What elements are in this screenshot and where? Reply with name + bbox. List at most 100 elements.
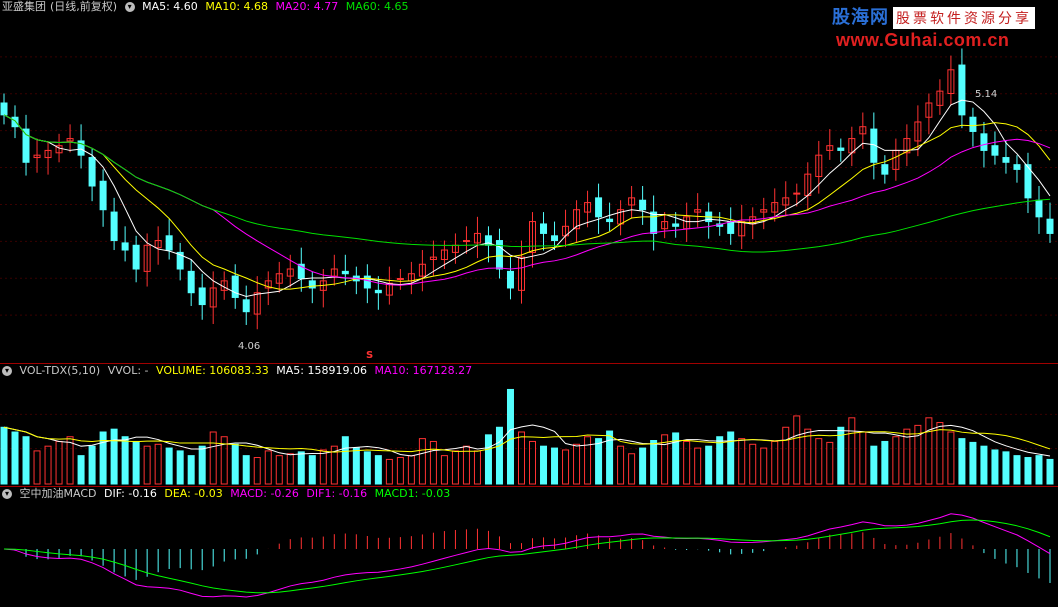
volume-bar — [903, 428, 911, 485]
candle-down — [176, 251, 184, 270]
volume-bar — [440, 455, 448, 485]
candle-up — [33, 154, 41, 159]
volume-bar — [991, 449, 999, 485]
volume-bar — [341, 436, 349, 485]
macd1-readout: MACD1: -0.03 — [374, 487, 451, 500]
volume-bar — [220, 436, 228, 485]
candle-down — [551, 235, 559, 242]
candle-up — [584, 202, 592, 213]
volume-bar — [495, 426, 503, 485]
candle-down — [11, 116, 19, 128]
candle-down — [132, 244, 140, 270]
volume-bar — [947, 431, 955, 485]
ma10-line — [3, 114, 1051, 290]
volume-bar — [286, 453, 294, 485]
volume-bar — [881, 440, 889, 485]
volume-bar — [11, 431, 19, 485]
candle-down — [980, 133, 988, 151]
watermark-tagline: 股票软件资源分享 — [893, 7, 1035, 29]
vvol-readout: VVOL: - — [107, 364, 149, 377]
candle-down — [1013, 164, 1021, 170]
volume-readout: VOLUME: 106083.33 — [156, 364, 269, 377]
ma20-readout: MA20: 4.77 — [275, 0, 339, 13]
volume-bar — [914, 424, 922, 485]
volume-bar — [418, 438, 426, 485]
macd-readout: MACD: -0.26 — [230, 487, 299, 500]
volume-bar — [837, 426, 845, 485]
candle-up — [264, 280, 272, 289]
volume-bar — [231, 443, 239, 485]
volume-bar — [121, 436, 129, 485]
candle-up — [771, 202, 779, 213]
volume-bar — [958, 438, 966, 485]
volume-bar — [55, 440, 63, 485]
candle-down — [363, 275, 371, 289]
candle-up — [154, 240, 162, 249]
candle-down — [121, 242, 129, 251]
candle-down — [540, 223, 548, 234]
price-panel[interactable]: 亚盛集团 (日线,前复权) ▾ MA5: 4.60 MA10: 4.68 MA20… — [0, 0, 1058, 363]
candle-up — [859, 126, 867, 135]
candle-down — [727, 221, 735, 234]
candle-down — [958, 64, 966, 116]
volume-bar — [628, 453, 636, 485]
candlestick-chart[interactable] — [0, 0, 1058, 363]
volume-bar — [1046, 458, 1054, 485]
volume-ma5-line — [3, 424, 1051, 457]
volume-ma10-line — [3, 426, 1051, 453]
macd-chart[interactable] — [0, 487, 1058, 607]
candle-up — [143, 244, 151, 272]
volume-bar — [606, 430, 614, 485]
volume-bar — [595, 438, 603, 485]
volume-chart[interactable] — [0, 364, 1058, 486]
candle-down — [1024, 164, 1032, 199]
candle-up — [936, 90, 944, 106]
stock-name: 亚盛集团 — [2, 0, 46, 13]
candle-up — [517, 256, 525, 291]
settings-circle-icon[interactable]: ▾ — [124, 2, 135, 12]
volume-bar — [385, 458, 393, 485]
candle-down — [341, 270, 349, 275]
volume-bar — [462, 445, 470, 485]
volume-bar — [242, 455, 250, 485]
dif1-readout: DIF1: -0.16 — [306, 487, 368, 500]
watermark-logo: 股海网 — [832, 7, 889, 28]
volume-bar — [297, 451, 305, 485]
volume-bar — [705, 445, 713, 485]
volume-bar — [99, 431, 107, 485]
volume-bar — [66, 436, 74, 485]
candle-up — [66, 138, 74, 142]
volume-bar — [925, 417, 933, 485]
volume-bar — [760, 447, 768, 485]
volume-bar — [551, 447, 559, 485]
volume-bar — [617, 445, 625, 485]
candle-down — [991, 145, 999, 156]
volume-bar — [650, 440, 658, 485]
volume-panel[interactable]: ▾ VOL-TDX(5,10) VVOL: - VOLUME: 106083.3… — [0, 364, 1058, 486]
dea-readout: DEA: -0.03 — [164, 487, 223, 500]
candle-up — [44, 149, 52, 159]
volume-bar — [165, 447, 173, 485]
volume-bar — [782, 426, 790, 485]
volume-bar — [562, 449, 570, 485]
settings-circle-icon[interactable]: ▾ — [2, 489, 12, 499]
volume-bar — [1024, 457, 1032, 485]
volume-bar — [0, 426, 8, 485]
volume-bar — [639, 447, 647, 485]
settings-circle-icon[interactable]: ▾ — [2, 366, 12, 376]
candle-down — [1002, 157, 1010, 163]
macd-panel[interactable]: ▾ 空中加油MACD DIF: -0.16 DEA: -0.03 MACD: -… — [0, 487, 1058, 607]
volume-bar — [176, 450, 184, 485]
candle-down — [198, 287, 206, 306]
volume-bar — [44, 445, 52, 485]
volume-bar — [749, 443, 757, 485]
ma10-readout: MA10: 4.68 — [205, 0, 269, 13]
candle-down — [165, 235, 173, 251]
volume-bar — [738, 438, 746, 485]
volume-bar — [936, 422, 944, 485]
candle-up — [628, 197, 636, 206]
candle-up — [440, 249, 448, 261]
volume-bar — [374, 455, 382, 485]
candle-up — [429, 256, 437, 261]
volume-bar — [330, 445, 338, 485]
